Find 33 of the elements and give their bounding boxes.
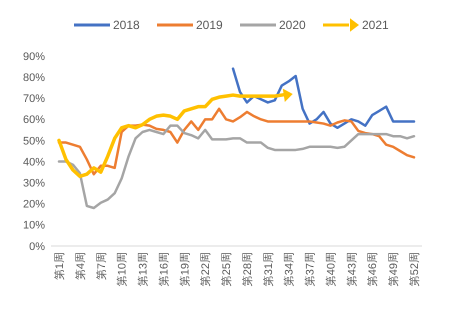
x-tick-label: 第28周 (242, 252, 254, 286)
y-tick-label: 0% (29, 240, 46, 253)
x-tick-label: 第46周 (367, 252, 380, 286)
x-tick-label: 第19周 (179, 252, 192, 286)
y-tick-label: 50% (22, 135, 46, 148)
y-tick-label: 30% (22, 178, 46, 190)
y-tick-label: 80% (22, 72, 46, 84)
y-tick-label: 20% (22, 198, 46, 211)
x-tick-label: 第49周 (388, 252, 400, 286)
x-tick-label: 第37周 (304, 252, 317, 286)
x-tick-label: 第25周 (221, 252, 234, 286)
x-tick-label: 第7周 (96, 252, 108, 280)
y-tick-label: 70% (22, 93, 46, 106)
x-tick-label: 第1周 (54, 252, 66, 280)
x-tick-label: 第43周 (346, 252, 358, 286)
legend-label: 2021 (362, 18, 390, 32)
x-tick-label: 第22周 (200, 252, 212, 286)
x-tick-label: 第31周 (262, 252, 275, 286)
legend-label: 2020 (279, 18, 306, 32)
x-tick-label: 第13周 (138, 252, 150, 286)
x-tick-label: 第10周 (116, 252, 129, 286)
x-tick-label: 第52周 (409, 252, 421, 286)
legend-label: 2019 (196, 18, 224, 32)
legend-label: 2018 (113, 18, 140, 32)
x-tick-label: 第4周 (74, 252, 87, 280)
line-series (58, 124, 416, 210)
x-tick-label: 第16周 (158, 252, 170, 286)
x-tick-label: 第34周 (284, 252, 296, 286)
y-tick-label: 60% (22, 114, 46, 126)
x-tick-label: 第40周 (325, 252, 338, 286)
y-tick-label: 90% (22, 50, 46, 63)
y-tick-label: 40% (22, 156, 46, 168)
y-tick-label: 10% (22, 220, 46, 232)
